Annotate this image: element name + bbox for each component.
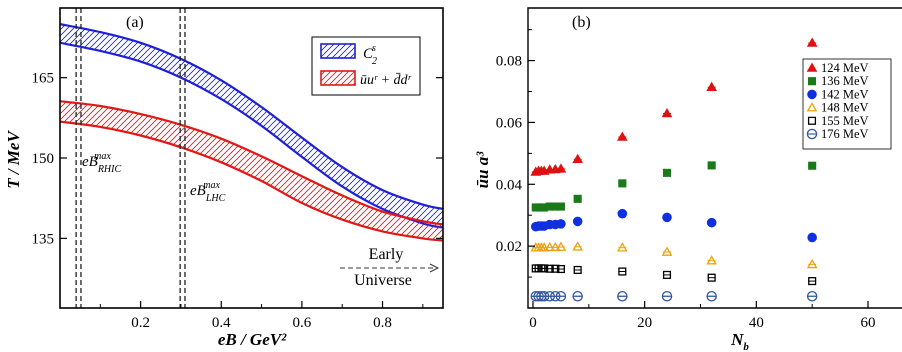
legend-marker-142-mev xyxy=(807,89,817,100)
annotation-arrow-head xyxy=(429,263,440,273)
x-tick-label-a: 0.8 xyxy=(373,315,392,331)
legend-label-176-mev: 176 MeV xyxy=(821,127,869,141)
point-142-mev xyxy=(572,216,583,227)
points-b xyxy=(530,37,818,302)
y-tick-label-a: 135 xyxy=(32,231,55,247)
point-142-mev xyxy=(807,232,817,243)
band-fill-red xyxy=(60,101,443,241)
legend-label-136-mev: 136 MeV xyxy=(821,74,869,88)
legend-label-142-mev: 142 MeV xyxy=(821,87,869,101)
legend-marker-124-mev xyxy=(806,62,818,72)
point-155-mev xyxy=(808,277,817,286)
legend-swatch-blue xyxy=(320,43,356,59)
band-lower-red xyxy=(60,120,443,242)
panel-label-b: (b) xyxy=(572,14,591,31)
y-tick-label-a: 165 xyxy=(32,71,55,87)
point-155-mev xyxy=(573,265,582,275)
ticks-a: 0.2 0.4 0.6 0.8 135 150 165 xyxy=(32,71,443,331)
plot-frame-b xyxy=(527,7,902,309)
annotation-universe: Universe xyxy=(354,272,412,289)
legend-box-b xyxy=(802,58,892,150)
y-tick-label-b: 0.06 xyxy=(496,115,523,131)
point-148-mev xyxy=(572,241,583,251)
y-axis-label-b: ūu a³ xyxy=(473,151,492,189)
point-124-mev xyxy=(706,81,717,91)
legend-label-124-mev: 124 MeV xyxy=(821,61,869,75)
x-tick-label-b: 60 xyxy=(861,315,876,331)
panel-b: 0 20 40 60 0.02 0.04 0.06 0.08 (b) ūu a³ Nb 124… xyxy=(473,7,902,352)
point-136-mev xyxy=(808,161,817,170)
annotation-early: Early xyxy=(369,246,404,263)
band-fill-blue xyxy=(60,24,443,228)
panel-a: 0.2 0.4 0.6 0.8 135 150 165 (a) T / MeV eB / G… xyxy=(4,7,444,349)
point-142-mev xyxy=(706,217,717,228)
y-tick-label-b: 0.04 xyxy=(496,177,523,193)
y-tick-label-b: 0.08 xyxy=(496,54,522,70)
y-tick-label-b: 0.02 xyxy=(496,239,522,255)
point-136-mev xyxy=(707,161,716,170)
early-universe-annotation: Early Universe xyxy=(340,246,440,289)
point-148-mev xyxy=(555,241,567,251)
point-155-mev xyxy=(662,270,672,279)
point-136-mev xyxy=(662,168,672,177)
x-tick-label-b: 20 xyxy=(637,315,652,331)
point-148-mev xyxy=(661,246,673,256)
point-148-mev xyxy=(544,241,556,252)
legend-marker-148-mev xyxy=(806,102,818,112)
point-155-mev xyxy=(707,273,716,282)
x-tick-label-b: 0 xyxy=(529,315,537,331)
y-axis-label-a: T / MeV xyxy=(4,130,23,189)
point-148-mev xyxy=(706,255,717,265)
point-136-mev xyxy=(573,194,582,203)
point-155-mev xyxy=(618,267,627,276)
point-124-mev xyxy=(806,37,818,47)
legend-marker-136-mev xyxy=(807,77,817,86)
point-155-mev xyxy=(556,264,565,274)
point-142-mev xyxy=(617,208,628,219)
x-tick-label-a: 0.6 xyxy=(293,315,312,331)
lhc-label: eBLHCmax xyxy=(190,180,226,204)
vertical-markers-a xyxy=(75,8,186,308)
legend-marker-155-mev xyxy=(807,116,817,125)
point-148-mev xyxy=(806,258,818,269)
ticks-b: 0 20 40 60 0.02 0.04 0.06 0.08 xyxy=(496,29,876,331)
x-axis-label-a: eB / GeV² xyxy=(218,330,287,349)
point-148-mev xyxy=(617,242,628,252)
y-tick-label-a: 150 xyxy=(32,151,55,167)
legend-label-155-mev: 155 MeV xyxy=(821,114,869,128)
point-124-mev xyxy=(617,131,628,141)
point-124-mev xyxy=(661,107,673,118)
legend-label-c2s: C2s xyxy=(363,43,377,67)
band-upper-blue xyxy=(60,23,443,210)
band-upper-red xyxy=(60,100,443,226)
legend-label-condensate: ūuʳ + d̄dʳ xyxy=(360,72,412,88)
point-136-mev xyxy=(618,179,627,188)
point-142-mev xyxy=(662,212,672,223)
bands-a xyxy=(60,23,443,242)
legend-label-148-mev: 148 MeV xyxy=(821,101,869,115)
point-124-mev xyxy=(555,163,567,173)
rhic-label: eBRHICmax xyxy=(82,151,121,175)
panel-label-a: (a) xyxy=(126,14,144,31)
point-124-mev xyxy=(572,153,583,164)
point-142-mev xyxy=(556,219,566,229)
legend-a: C2s ūuʳ + d̄dʳ xyxy=(311,36,421,96)
x-axis-label-b: Nb xyxy=(730,330,749,352)
point-136-mev xyxy=(556,202,565,211)
legend-swatch-red xyxy=(320,70,356,86)
x-tick-label-b: 40 xyxy=(749,315,764,331)
x-tick-label-a: 0.2 xyxy=(131,315,150,331)
x-tick-label-a: 0.4 xyxy=(212,315,231,331)
